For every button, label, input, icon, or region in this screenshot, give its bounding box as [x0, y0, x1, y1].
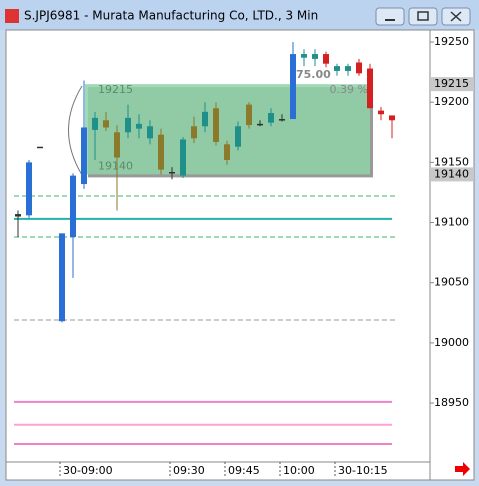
- x-tick-label: 10:00: [283, 464, 315, 477]
- candle-body: [169, 171, 175, 174]
- candle-body: [312, 54, 318, 59]
- candle-body: [26, 162, 32, 216]
- y-tick-label: 19000: [434, 336, 469, 349]
- y-tick-label: 19200: [434, 95, 469, 108]
- candle-body: [235, 126, 241, 147]
- candle-body: [180, 139, 186, 176]
- scroll-arrow[interactable]: [455, 462, 470, 476]
- candle-body: [147, 126, 153, 139]
- y-tick-label: 19150: [434, 155, 469, 168]
- candle-body: [15, 214, 21, 217]
- candle-body: [81, 127, 87, 185]
- candle-body: [246, 104, 252, 126]
- candle-body: [158, 134, 164, 170]
- candle-body: [125, 117, 131, 133]
- x-tick-label: 30-10:15: [338, 464, 388, 477]
- x-tick-label: 09:30: [173, 464, 205, 477]
- box-top-label: 19215: [98, 83, 133, 96]
- candle-body: [334, 66, 340, 71]
- close-glyph: [450, 11, 462, 22]
- candle-body: [136, 123, 142, 129]
- candle-body: [323, 54, 329, 64]
- price-marker: [431, 167, 474, 182]
- candle-body: [224, 144, 230, 160]
- candle-body: [59, 233, 65, 322]
- candle-body: [213, 108, 219, 142]
- candle-body: [389, 115, 395, 121]
- price-marker-label: 19215: [434, 77, 469, 90]
- window-title: S.JPJ6981 - Murata Manufacturing Co, LTD…: [24, 9, 318, 23]
- x-tick-label: 30-09:00: [63, 464, 113, 477]
- y-tick-label: 19050: [434, 276, 469, 289]
- x-tick-label: 09:45: [228, 464, 260, 477]
- maximize-glyph: [417, 11, 429, 21]
- candle-body: [301, 54, 307, 58]
- annotation: 0.39 %: [330, 83, 368, 96]
- price-marker: [431, 77, 474, 92]
- y-tick-label: 19250: [434, 35, 469, 48]
- candle-body: [279, 119, 285, 121]
- candle-body: [103, 120, 109, 128]
- candle-body: [257, 123, 263, 126]
- candle-body: [345, 66, 351, 71]
- candle-body: [367, 68, 373, 109]
- candle-body: [191, 126, 197, 139]
- candle-body: [92, 117, 98, 130]
- candle-body: [378, 110, 384, 115]
- minimize-button[interactable]: [375, 7, 405, 26]
- box-bottom-label: 19140: [98, 159, 133, 172]
- bracket: [68, 85, 83, 176]
- candle-body: [356, 62, 362, 74]
- maximize-button[interactable]: [408, 7, 438, 26]
- candle-body: [202, 111, 208, 127]
- candle-body: [70, 175, 76, 237]
- candle-body: [268, 113, 274, 123]
- app-icon: [5, 9, 19, 23]
- candle-body: [37, 146, 43, 149]
- candle-body: [290, 54, 296, 120]
- y-tick-label: 18950: [434, 396, 469, 409]
- y-tick-label: 19100: [434, 216, 469, 229]
- price-marker-label: 19140: [434, 167, 469, 180]
- plot: 18950 19000 19050 19100 19150 19200 19250 19215…: [14, 35, 474, 478]
- candle-body: [114, 132, 120, 158]
- annotation: 75.00: [296, 68, 331, 81]
